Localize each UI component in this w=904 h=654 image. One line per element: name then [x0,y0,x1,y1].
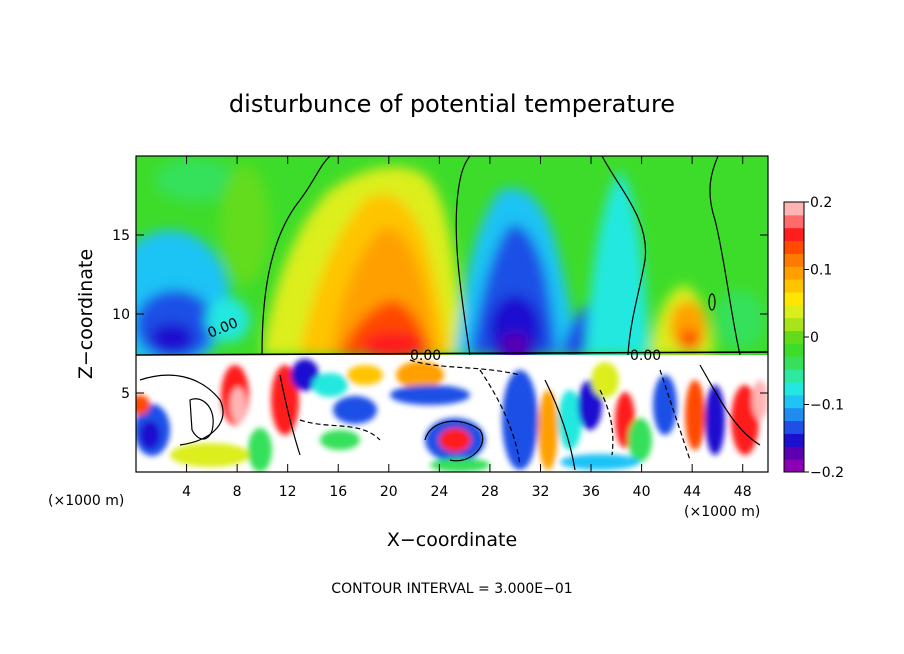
colorbar-band [784,253,804,267]
x-tick-label: 24 [430,484,448,500]
x-axis-ticks: 4 8 12 16 20 24 28 32 36 40 44 48 [182,156,752,500]
x-tick-label: 12 [279,484,297,500]
colorbar-band [784,279,804,293]
colorbar-band [784,433,804,447]
colorbar-band [784,214,804,229]
colorbar-band [784,343,804,357]
colorbar-ticks: 0.2 0.1 0 −0.1 −0.2 [804,195,844,481]
colorbar-tick-label: 0.2 [810,195,832,211]
x-tick-label: 20 [380,484,398,500]
x-unit-right: (×1000 m) [684,504,760,520]
x-tick-label: 32 [532,484,550,500]
y-tick-label: 10 [112,307,130,323]
contour-label: 0.00 [410,348,441,364]
chart-title: disturbunce of potential temperature [229,90,675,118]
colorbar-band [784,459,804,473]
colorbar-band [784,266,804,280]
contour-label: 0.00 [630,348,661,364]
colorbar-tick-label: 0 [810,330,819,346]
x-tick-label: 16 [329,484,347,500]
contour-lines [136,156,768,471]
colorbar-band [784,240,804,254]
x-tick-label: 44 [683,484,701,500]
plot-area: 0.00 0.00 0.00 [136,156,768,472]
colorbar-band [784,227,804,242]
contour-interval-note: CONTOUR INTERVAL = 3.000E−01 [331,581,572,597]
colorbar-band [784,317,804,332]
colorbar-band [784,292,804,306]
colorbar-band [784,202,804,216]
colorbar-band [784,420,804,434]
colorbar-band [784,407,804,422]
y-tick-label: 5 [121,386,130,402]
x-unit-left: (×1000 m) [48,493,124,509]
x-tick-label: 48 [734,484,752,500]
y-tick-label: 15 [112,228,130,244]
x-tick-label: 28 [481,484,499,500]
x-axis-label: X−coordinate [387,529,517,551]
colorbar-band [784,304,804,319]
lower-field [136,359,768,472]
x-tick-label: 40 [633,484,651,500]
x-tick-label: 8 [233,484,242,500]
colorbar-band [784,446,804,460]
colorbar [784,202,804,473]
colorbar-band [784,394,804,409]
colorbar-tick-label: 0.1 [810,263,832,279]
x-tick-label: 4 [182,484,191,500]
colorbar-band [784,369,804,383]
colorbar-tick-label: −0.2 [810,465,844,481]
upper-field [136,158,765,370]
y-axis-ticks: 5 10 15 [112,228,768,402]
y-axis-label: Z−coordinate [75,249,97,379]
colorbar-band [784,356,804,370]
colorbar-band [784,382,804,396]
colorbar-band [784,330,804,344]
colorbar-tick-label: −0.1 [810,398,844,414]
x-tick-label: 36 [582,484,600,500]
